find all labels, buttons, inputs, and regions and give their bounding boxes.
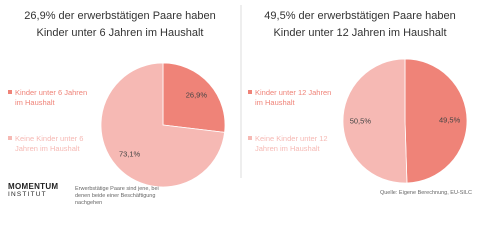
legend-swatch <box>8 90 12 94</box>
pie-canvas: 26,9% 73,1% 49,5% 50,5% <box>100 5 468 188</box>
pie-slice <box>342 58 408 184</box>
legend-entry: Keine Kinder unter 6 Jahren im Haushalt <box>8 134 93 154</box>
legend-label: Keine Kinder unter 12 Jahren im Haushalt <box>255 134 328 153</box>
note: Erwerbstätige Paare sind jene, bei denen… <box>75 186 159 206</box>
logo: MOMENTUM INSTITUT <box>8 182 58 199</box>
legend-label: Kinder unter 6 Jahren im Haushalt <box>15 88 88 107</box>
legend-entry: Kinder unter 6 Jahren im Haushalt <box>8 88 93 108</box>
legend-label: Kinder unter 12 Jahren im Haushalt <box>255 88 332 107</box>
legend-label: Keine Kinder unter 6 Jahren im Haushalt <box>15 134 84 153</box>
chart-title: 26,9% der erwerbstätigen Paare haben Kin… <box>24 10 216 39</box>
legend-swatch <box>8 136 12 140</box>
value-label: 73,1% <box>119 150 141 159</box>
source: Quelle: Eigene Berechnung, EU-SILC <box>379 190 472 196</box>
legend-entry: Kinder unter 12 Jahren im Haushalt <box>248 88 333 108</box>
logo-line: MOMENTUM <box>8 182 59 191</box>
pie-slice <box>404 58 468 184</box>
legend-swatch <box>248 90 252 94</box>
value-label: 26,9% <box>186 90 208 99</box>
chart-title: 49,5% der erwerbstätigen Paare haben Kin… <box>264 10 456 39</box>
pie-slice <box>162 62 226 133</box>
value-label: 50,5% <box>350 117 372 126</box>
page: 26,9% 73,1% 49,5% 50,5% MOMENTUM INSTITUT E… <box>8 5 472 206</box>
legend-entry: Keine Kinder unter 12 Jahren im Haushalt <box>248 134 333 154</box>
legend-swatch <box>248 136 252 140</box>
logo-line: INSTITUT <box>8 191 47 198</box>
value-label: 49,5% <box>439 115 461 124</box>
pie-slice <box>100 62 226 188</box>
